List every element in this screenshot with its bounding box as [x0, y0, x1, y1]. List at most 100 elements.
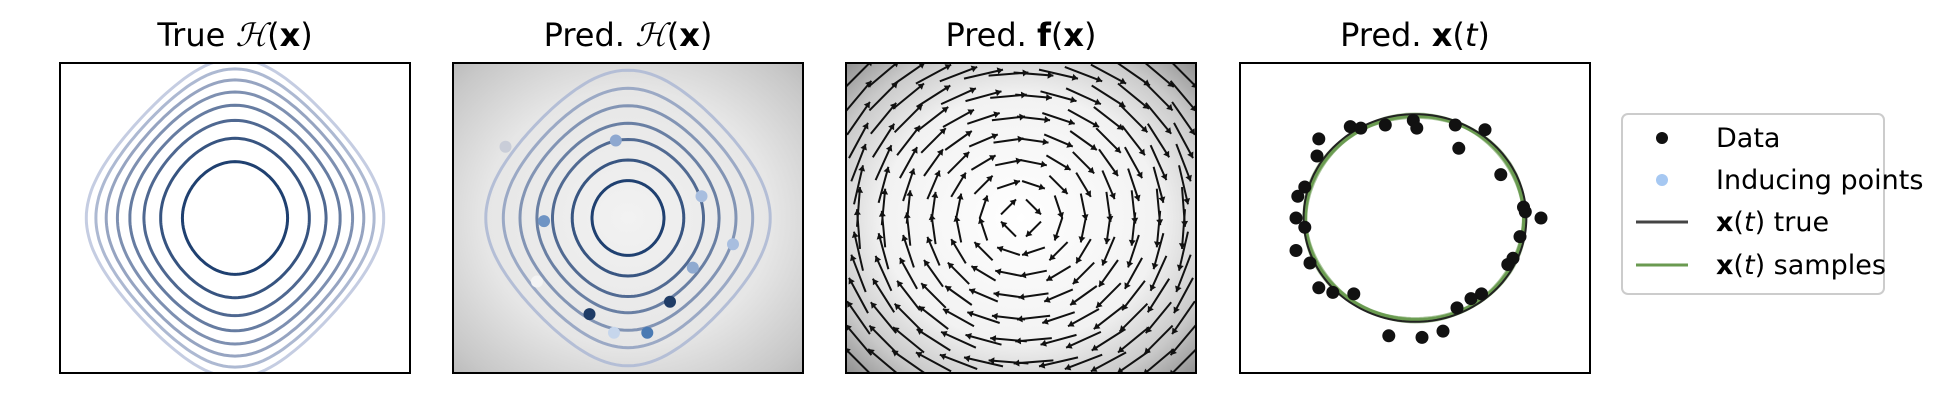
quiver-arrowhead — [892, 63, 899, 68]
quiver-arrowhead — [951, 239, 958, 246]
quiver-arrowhead — [868, 349, 875, 356]
contour-line — [551, 137, 705, 299]
quiver-arrowhead — [986, 175, 993, 183]
quiver-arrow — [846, 101, 871, 136]
quiver-arrow — [1065, 87, 1102, 106]
plot-area-pred-vector-field — [846, 63, 1196, 373]
quiver-arrowhead — [918, 306, 926, 313]
quiver-arrowhead — [1126, 261, 1134, 268]
data-point — [1475, 287, 1488, 301]
inducing-points — [499, 134, 739, 339]
quiver-arrowhead — [1106, 215, 1114, 222]
data-point — [1291, 189, 1305, 203]
axes-frame — [1239, 62, 1591, 374]
quiver-arrowhead — [1026, 230, 1033, 237]
data-point — [1289, 211, 1303, 225]
quiver-arrowhead — [1022, 249, 1029, 257]
quiver-arrow — [846, 80, 873, 113]
quiver-arrowhead — [888, 123, 895, 131]
quiver-arrowhead — [1076, 256, 1083, 264]
quiver-arrow — [870, 301, 897, 334]
quiver-arrow — [848, 277, 869, 314]
data-point — [1410, 121, 1424, 135]
quiver-arrowhead — [993, 290, 1000, 298]
quiver-arrow — [1091, 328, 1126, 352]
quiver-arrow — [874, 255, 893, 292]
quiver-arrowhead — [1068, 118, 1075, 126]
quiver-arrow — [870, 102, 897, 135]
quiver-arrow — [1041, 311, 1076, 324]
quiver-arrowhead — [1119, 325, 1126, 332]
quiver-arrow — [1015, 337, 1052, 343]
quiver-arrowhead — [862, 122, 869, 130]
quiver-arrow — [853, 165, 864, 205]
quiver-arrowhead — [897, 280, 904, 288]
data-point — [1303, 256, 1317, 270]
panel-pred-trajectory: Pred. x(t) — [1239, 16, 1591, 374]
quiver-arrow — [940, 87, 977, 106]
quiver-arrow — [963, 68, 1004, 80]
data-point — [1343, 120, 1357, 134]
quiver-arrowhead — [941, 106, 949, 114]
quiver-arrowhead — [1144, 347, 1151, 354]
contour-line — [484, 68, 772, 368]
quiver-arrow — [846, 300, 871, 335]
quiver-arrowhead — [1020, 271, 1027, 279]
quiver-arrowhead — [944, 64, 952, 71]
quiver-arrow — [966, 112, 1001, 125]
quiver-arrowhead — [1119, 77, 1127, 84]
quiver-arrowhead — [1061, 187, 1068, 194]
quiver-arrow — [868, 81, 899, 112]
quiver-arrowhead — [997, 245, 1004, 253]
quiver-arrow — [1181, 187, 1186, 227]
quiver-arrowhead — [991, 312, 998, 320]
quiver-arrowhead — [1040, 160, 1047, 168]
contour-line — [535, 121, 721, 315]
quiver-arrowhead — [918, 63, 925, 69]
quiver-arrowhead — [956, 193, 964, 200]
quiver-arrowhead — [846, 324, 852, 332]
quiver-arrowhead — [1173, 306, 1180, 314]
quiver-arrowhead — [1013, 359, 1020, 367]
true-trajectory — [1302, 113, 1528, 323]
quiver-arrowhead — [1136, 171, 1143, 179]
quiver-arrowhead — [1117, 367, 1124, 373]
quiver-arrowhead — [1145, 326, 1153, 334]
data-point — [1518, 205, 1532, 219]
quiver-arrowhead — [1044, 116, 1051, 124]
quiver-arrow — [942, 108, 975, 128]
quiver-arrow — [1013, 359, 1054, 365]
quiver-arrow — [1149, 144, 1168, 181]
quiver-arrowhead — [1081, 214, 1089, 221]
quiver-arrow — [939, 353, 978, 371]
legend-box — [1621, 113, 1885, 295]
data-point — [1534, 211, 1548, 225]
quiver-arrowhead — [943, 85, 951, 92]
panel-title-pred-trajectory: Pred. x(t) — [1340, 16, 1490, 54]
quiver-arrowhead — [1187, 151, 1194, 159]
quiver-arrowhead — [970, 65, 978, 73]
quiver-arrowhead — [921, 283, 928, 290]
quiver-arrowhead — [931, 191, 939, 198]
contour-line — [104, 78, 366, 358]
quiver-arrowhead — [1042, 318, 1049, 325]
quiver-arrow — [1121, 280, 1146, 311]
quiver-arrows — [846, 63, 1196, 373]
quiver-arrowhead — [863, 101, 870, 109]
quiver-arrowhead — [916, 329, 924, 335]
quiver-arrowhead — [1093, 322, 1101, 330]
data-point — [1452, 141, 1466, 155]
quiver-arrowhead — [847, 301, 854, 308]
inducing-point — [641, 326, 654, 339]
quiver-arrow — [877, 232, 890, 270]
quiver-arrow — [1143, 324, 1174, 355]
legend-label-data: Data — [1716, 123, 1780, 154]
quiver-arrowhead — [947, 262, 955, 270]
quiver-arrow — [899, 146, 918, 179]
quiver-arrowhead — [993, 111, 1000, 118]
quiver-arrowhead — [967, 109, 974, 116]
quiver-arrowhead — [1040, 339, 1047, 347]
panel-pred-vector-field: Pred. f(x) — [845, 16, 1197, 374]
inducing-point — [686, 261, 699, 274]
quiver-arrowhead — [974, 242, 981, 249]
